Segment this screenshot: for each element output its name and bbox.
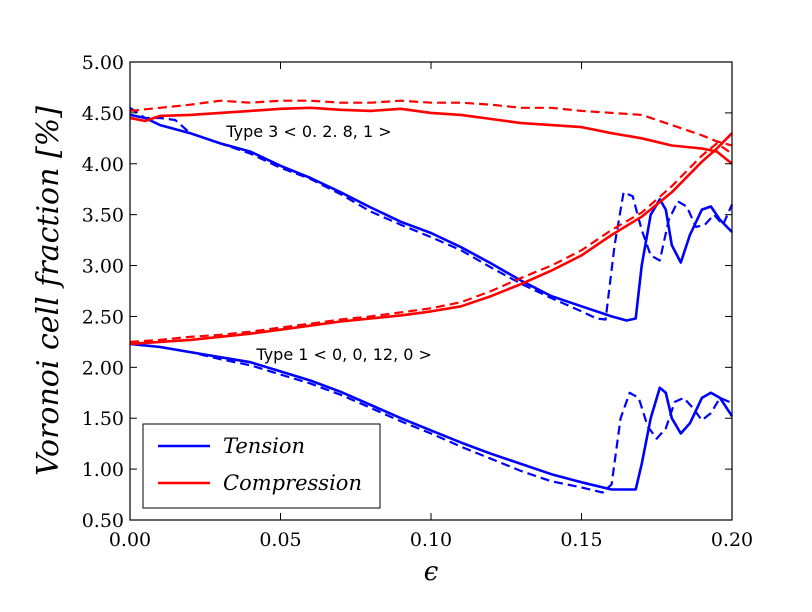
x-axis-title: ϵ (424, 557, 439, 587)
series-line-compression-type1-solid (129, 132, 733, 346)
y-tick-label: 4.00 (82, 154, 124, 176)
series-line-compression-type3-solid (129, 106, 733, 165)
legend-box (142, 423, 381, 509)
x-tick-label: 0.10 (410, 529, 452, 551)
y-tick-label: 4.50 (82, 103, 124, 125)
y-tick-label: 3.50 (82, 205, 124, 227)
series-line-compression-type3-dashed (129, 99, 733, 147)
series-layer (129, 99, 734, 494)
legend-label-tension: Tension (223, 434, 305, 458)
x-tick-label: 0.00 (109, 529, 151, 551)
x-tick-label: 0.20 (711, 529, 753, 551)
y-tick-label: 1.00 (82, 459, 124, 481)
series-line-tension-type1-dashed (129, 342, 733, 494)
y-axis-title: Voronoi cell fraction [%] (31, 106, 66, 476)
series-line-compression-type1-dashed (129, 142, 733, 343)
y-tick-label: 5.00 (82, 52, 124, 74)
series-line-tension-type3-dashed (129, 106, 734, 321)
y-tick-label: 1.50 (82, 408, 124, 430)
x-tick-label: 0.15 (560, 529, 602, 551)
annotation-label: Type 3 < 0. 2. 8, 1 > (225, 122, 391, 141)
y-tick-label: 0.50 (82, 510, 124, 532)
annotation-layer: Type 3 < 0. 2. 8, 1 > Type 1 < 0, 0, 12, … (225, 122, 432, 364)
legend: Tension Compression (142, 423, 381, 509)
x-tick-label: 0.05 (259, 529, 301, 551)
series-line-tension-type1-solid (129, 342, 734, 491)
y-tick-label: 2.50 (82, 306, 124, 328)
series-line-tension-type3-solid (129, 113, 733, 322)
legend-label-compression: Compression (223, 471, 362, 495)
axes-layer: 0.00 0.05 0.10 0.15 0.20 0.50 1.00 1.50 2.00 2.50… (82, 52, 753, 551)
y-tick-label: 3.00 (82, 256, 124, 278)
annotation-label: Type 1 < 0, 0, 12, 0 > (255, 345, 432, 364)
y-tick-label: 2.00 (82, 357, 124, 379)
